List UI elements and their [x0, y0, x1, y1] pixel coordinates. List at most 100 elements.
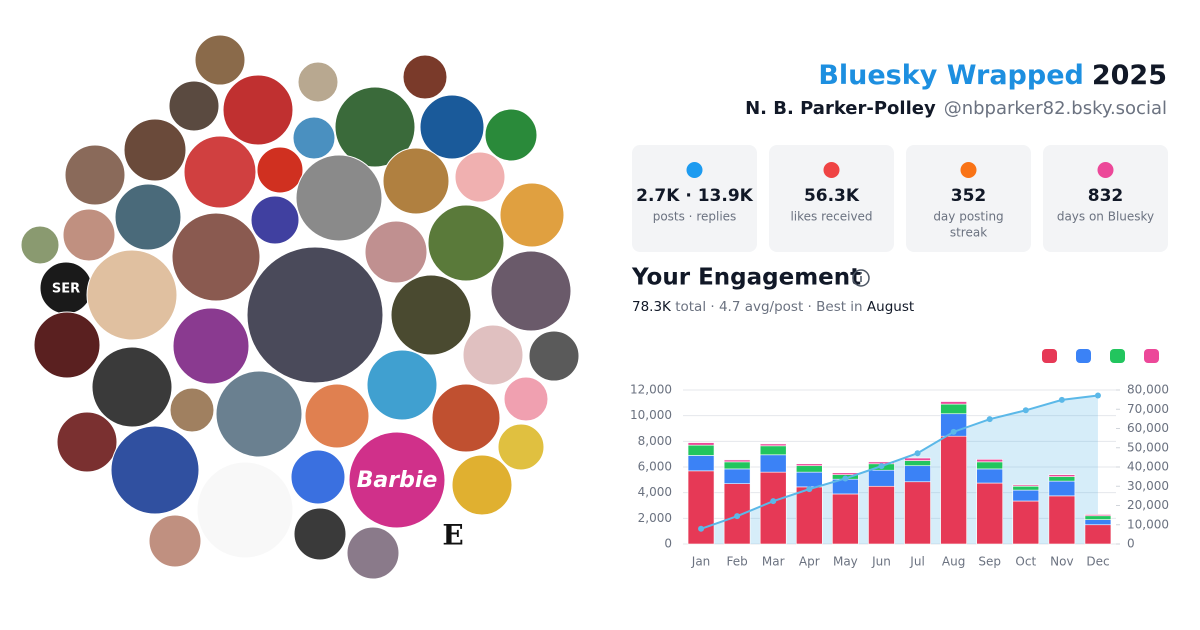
bar-segment	[1048, 474, 1076, 477]
avatar[interactable]	[256, 146, 304, 194]
stat-icon	[823, 162, 840, 178]
y-tick-label: 0	[664, 537, 672, 551]
x-tick-label: May	[833, 555, 858, 569]
avatar[interactable]	[462, 324, 524, 386]
avatar[interactable]	[194, 34, 246, 86]
y2-tick-label: 50,000	[1127, 440, 1169, 454]
stat-icon	[1097, 162, 1114, 178]
y2-tick-label: 40,000	[1127, 460, 1169, 474]
avatar[interactable]	[348, 431, 446, 529]
avatar[interactable]	[250, 195, 300, 245]
legend-toggle[interactable]	[1144, 349, 1159, 363]
avatar[interactable]	[196, 461, 294, 559]
bar-segment	[759, 445, 787, 456]
avatar[interactable]	[334, 86, 416, 168]
summary: 78.3K total · 4.7 avg/post · Best in Aug…	[632, 299, 914, 315]
avatar[interactable]	[91, 346, 173, 428]
avatar[interactable]	[171, 212, 261, 302]
avatar[interactable]	[484, 108, 538, 162]
stat-icon	[960, 162, 977, 178]
bar-segment	[1048, 476, 1076, 482]
stat-label: posts · replies	[653, 210, 737, 224]
avatar[interactable]	[304, 383, 370, 449]
bar-segment	[976, 482, 1004, 545]
stat-cards: 2.7K · 13.9K posts · replies 56.3K likes re…	[632, 145, 1168, 252]
line-point	[878, 463, 885, 470]
stat-card	[769, 145, 894, 252]
legend-toggle[interactable]	[1076, 349, 1091, 363]
avatar[interactable]	[86, 249, 178, 341]
line	[700, 394, 1099, 530]
x-tick-label: Dec	[1086, 555, 1109, 569]
avatar[interactable]	[402, 54, 448, 100]
avatar[interactable]	[528, 330, 580, 382]
y2-tick-label: 60,000	[1127, 421, 1169, 435]
avatar[interactable]	[382, 147, 450, 215]
avatar[interactable]	[427, 509, 479, 561]
avatar[interactable]	[123, 118, 187, 182]
avatar[interactable]	[114, 183, 182, 251]
bar-segment	[795, 486, 823, 545]
avatar[interactable]	[419, 94, 485, 160]
line-point	[1022, 407, 1029, 414]
avatar[interactable]	[215, 370, 303, 458]
bar-segment	[1048, 480, 1076, 497]
bar-segment	[795, 471, 823, 488]
bar-segment	[687, 444, 715, 456]
summary-best: August	[867, 299, 914, 315]
avatar[interactable]	[56, 411, 118, 473]
avatar[interactable]	[246, 246, 384, 384]
info-icon[interactable]	[852, 269, 870, 287]
bar-segment	[1012, 489, 1040, 502]
stat-label: streak	[950, 226, 987, 240]
avatar[interactable]	[292, 116, 336, 160]
bar-segment	[832, 493, 859, 545]
x-tick-label: Mar	[762, 555, 785, 569]
avatar[interactable]	[297, 61, 339, 103]
avatar[interactable]	[293, 507, 347, 561]
avatar[interactable]	[20, 225, 60, 265]
bar-segment	[1012, 484, 1040, 487]
avatar[interactable]	[169, 387, 215, 433]
avatar[interactable]	[451, 454, 513, 516]
avatar[interactable]	[222, 74, 294, 146]
avatar[interactable]	[295, 154, 383, 242]
bar-segment	[904, 457, 931, 461]
avatar[interactable]	[33, 311, 101, 379]
title: Bluesky Wrapped 2025	[818, 60, 1167, 91]
avatar[interactable]	[431, 383, 501, 453]
bar-segment	[687, 442, 715, 446]
bar-segment	[1084, 519, 1112, 526]
bar-segment	[759, 454, 787, 473]
avatar[interactable]	[346, 526, 400, 580]
avatar[interactable]	[499, 182, 565, 248]
avatar[interactable]	[497, 423, 545, 471]
line-point	[986, 416, 993, 423]
avatar[interactable]	[183, 135, 257, 209]
legend-toggle[interactable]	[1042, 349, 1057, 363]
bar-segment	[976, 458, 1004, 463]
bar-segment	[940, 403, 967, 415]
avatar[interactable]	[290, 449, 346, 505]
bar-segment	[904, 460, 931, 467]
avatar[interactable]	[364, 220, 428, 284]
avatar[interactable]	[64, 144, 126, 206]
bar-segment	[1084, 515, 1112, 520]
avatar[interactable]	[172, 307, 250, 385]
avatar[interactable]	[62, 208, 116, 262]
avatar[interactable]	[503, 376, 549, 422]
avatar[interactable]	[168, 80, 220, 132]
avatar[interactable]	[390, 274, 472, 356]
legend-toggle[interactable]	[1110, 349, 1125, 363]
avatar[interactable]	[427, 204, 505, 282]
avatar[interactable]	[148, 514, 202, 568]
y-tick-label: 8,000	[638, 434, 672, 448]
avatar-label: E	[442, 519, 463, 552]
avatar[interactable]	[110, 425, 200, 515]
y2-tick-label: 70,000	[1127, 402, 1169, 416]
avatar[interactable]	[454, 151, 506, 203]
bar-segment	[759, 471, 787, 545]
avatar[interactable]	[366, 349, 438, 421]
avatar[interactable]	[490, 250, 572, 332]
bar-segment	[795, 463, 823, 467]
